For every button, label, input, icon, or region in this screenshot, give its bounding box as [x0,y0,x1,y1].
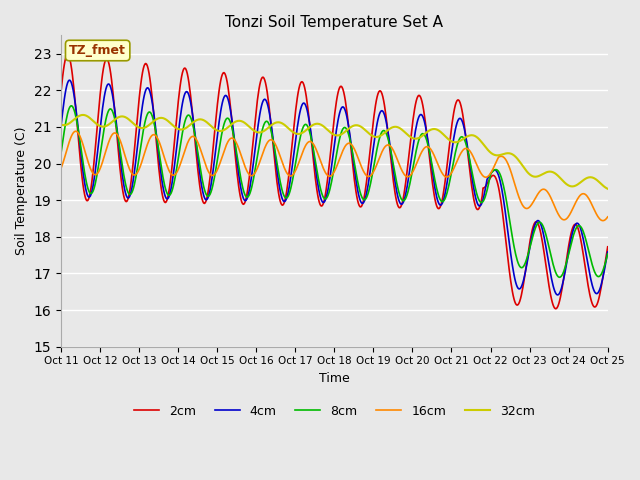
16cm [204,167,211,173]
16cm [518,202,526,207]
32cm [79,112,87,118]
8cm [57,150,65,156]
2cm [552,306,559,312]
4cm [604,249,612,255]
8cm [236,173,244,179]
4cm [236,182,244,188]
8cm [518,265,526,271]
8cm [554,273,561,278]
32cm [57,122,65,128]
2cm [74,124,81,130]
Title: Tonzi Soil Temperature Set A: Tonzi Soil Temperature Set A [225,15,444,30]
4cm [147,92,154,97]
Line: 32cm: 32cm [61,115,608,189]
16cm [604,214,612,220]
2cm [57,89,65,95]
2cm [554,303,562,309]
2cm [64,51,72,57]
16cm [57,166,65,171]
2cm [147,81,154,87]
Line: 8cm: 8cm [61,106,608,277]
4cm [554,292,562,298]
8cm [147,110,154,116]
16cm [236,150,244,156]
32cm [554,172,561,178]
Text: TZ_fmet: TZ_fmet [69,44,126,57]
16cm [72,128,79,134]
4cm [554,292,561,298]
8cm [74,121,81,127]
2cm [236,193,244,199]
2cm [604,244,612,250]
4cm [57,123,65,129]
4cm [74,118,81,123]
2cm [518,288,526,294]
X-axis label: Time: Time [319,372,349,385]
8cm [204,193,211,199]
16cm [147,134,154,140]
16cm [74,129,81,135]
8cm [604,251,612,257]
8cm [556,275,563,280]
2cm [204,192,211,197]
32cm [73,115,81,120]
16cm [599,218,607,224]
Line: 2cm: 2cm [61,54,608,309]
Y-axis label: Soil Temperature (C): Soil Temperature (C) [15,127,28,255]
32cm [147,121,154,127]
32cm [236,118,244,124]
Legend: 2cm, 4cm, 8cm, 16cm, 32cm: 2cm, 4cm, 8cm, 16cm, 32cm [129,400,540,423]
8cm [68,103,76,108]
16cm [554,209,561,215]
Line: 16cm: 16cm [61,131,608,221]
4cm [65,77,73,83]
4cm [518,282,526,288]
32cm [604,186,612,192]
32cm [204,120,211,126]
32cm [518,162,526,168]
Line: 4cm: 4cm [61,80,608,295]
4cm [204,195,211,201]
